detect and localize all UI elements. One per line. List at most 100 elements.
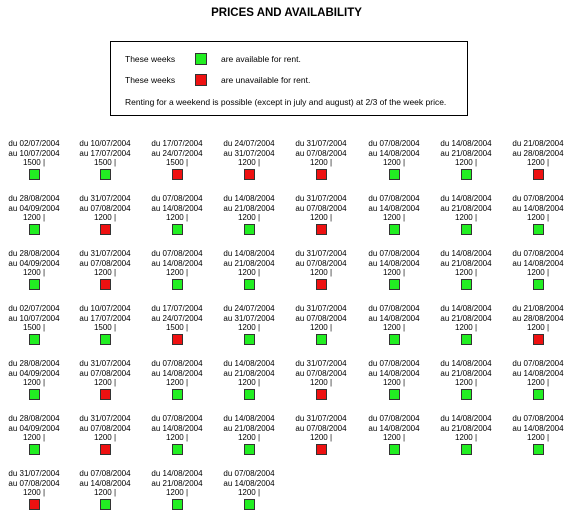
week-price: 1200 | bbox=[382, 433, 406, 442]
week-price: 1200 | bbox=[165, 488, 189, 497]
week-to: au 04/09/2004 bbox=[8, 368, 60, 378]
week-cell: du 31/07/2004 au 07/08/2004 1200 | bbox=[285, 359, 357, 409]
week-to: au 14/08/2004 bbox=[512, 368, 564, 378]
week-to: au 17/07/2004 bbox=[79, 148, 131, 158]
week-price: 1200 | bbox=[309, 158, 333, 167]
week-from: du 07/08/2004 bbox=[151, 414, 203, 423]
week-cell: du 14/08/2004 au 21/08/2004 1200 | bbox=[430, 414, 502, 464]
week-cell: du 31/07/2004 au 07/08/2004 1200 | bbox=[285, 249, 357, 299]
week-price: 1500 | bbox=[93, 323, 117, 332]
week-from: du 10/07/2004 bbox=[79, 304, 131, 313]
week-price: 1200 | bbox=[454, 323, 478, 332]
week-to: au 04/09/2004 bbox=[8, 423, 60, 433]
unavailable-swatch bbox=[243, 168, 255, 180]
legend-box: These weeks are available for rent. Thes… bbox=[110, 41, 468, 116]
week-to: au 14/08/2004 bbox=[151, 258, 203, 268]
legend-note: Renting for a weekend is possible (excep… bbox=[125, 97, 447, 107]
week-from: du 07/08/2004 bbox=[512, 359, 564, 368]
unavailable-swatch bbox=[28, 498, 40, 510]
week-cell: du 28/08/2004 au 04/09/2004 1200 | bbox=[0, 414, 70, 464]
week-cell: du 14/08/2004 au 21/08/2004 1200 | bbox=[430, 139, 502, 189]
week-to: au 07/08/2004 bbox=[79, 258, 131, 268]
week-from: du 07/08/2004 bbox=[368, 249, 420, 258]
week-cell: du 31/07/2004 au 07/08/2004 1200 | bbox=[285, 304, 357, 354]
week-from: du 17/07/2004 bbox=[151, 139, 203, 148]
week-from: du 31/07/2004 bbox=[295, 414, 347, 423]
week-from: du 02/07/2004 bbox=[8, 304, 60, 313]
available-swatch bbox=[388, 443, 400, 455]
available-swatch bbox=[532, 443, 544, 455]
week-cell: du 07/08/2004 au 14/08/2004 1200 | bbox=[358, 359, 430, 409]
legend-label-right: are unavailable for rent. bbox=[221, 75, 311, 85]
available-swatch bbox=[460, 168, 472, 180]
week-price: 1500 | bbox=[165, 158, 189, 167]
unavailable-swatch bbox=[315, 223, 327, 235]
week-from: du 07/08/2004 bbox=[151, 249, 203, 258]
available-swatch bbox=[460, 278, 472, 290]
week-cell: du 31/07/2004 au 07/08/2004 1200 | bbox=[285, 414, 357, 464]
page-title: PRICES AND AVAILABILITY bbox=[211, 7, 362, 19]
week-price: 1200 | bbox=[93, 433, 117, 442]
week-from: du 07/08/2004 bbox=[151, 194, 203, 203]
available-swatch bbox=[195, 53, 207, 65]
week-price: 1200 | bbox=[382, 323, 406, 332]
week-price: 1200 | bbox=[382, 268, 406, 277]
week-from: du 14/08/2004 bbox=[440, 249, 492, 258]
week-from: du 07/08/2004 bbox=[368, 194, 420, 203]
week-from: du 14/08/2004 bbox=[223, 249, 275, 258]
week-cell: du 14/08/2004 au 21/08/2004 1200 | bbox=[430, 304, 502, 354]
week-from: du 07/08/2004 bbox=[368, 359, 420, 368]
week-cell: du 14/08/2004 au 21/08/2004 1200 | bbox=[141, 469, 213, 519]
week-price: 1200 | bbox=[22, 488, 46, 497]
week-from: du 14/08/2004 bbox=[440, 414, 492, 423]
week-price: 1200 | bbox=[93, 268, 117, 277]
week-cell: du 07/08/2004 au 14/08/2004 1200 | bbox=[358, 139, 430, 189]
available-swatch bbox=[99, 333, 111, 345]
available-swatch bbox=[99, 168, 111, 180]
week-to: au 07/08/2004 bbox=[295, 258, 347, 268]
week-to: au 28/08/2004 bbox=[512, 148, 564, 158]
week-price: 1200 | bbox=[382, 213, 406, 222]
week-to: au 14/08/2004 bbox=[223, 478, 275, 488]
week-from: du 21/08/2004 bbox=[512, 139, 564, 148]
week-from: du 02/07/2004 bbox=[8, 139, 60, 148]
week-to: au 21/08/2004 bbox=[151, 478, 203, 488]
week-to: au 04/09/2004 bbox=[8, 258, 60, 268]
week-cell: du 14/08/2004 au 21/08/2004 1200 | bbox=[430, 249, 502, 299]
week-from: du 24/07/2004 bbox=[223, 304, 275, 313]
week-cell: du 07/08/2004 au 14/08/2004 1200 | bbox=[141, 359, 213, 409]
week-price: 1200 | bbox=[22, 268, 46, 277]
available-swatch bbox=[243, 388, 255, 400]
unavailable-swatch bbox=[99, 443, 111, 455]
week-to: au 21/08/2004 bbox=[223, 368, 275, 378]
week-from: du 28/08/2004 bbox=[8, 194, 60, 203]
available-swatch bbox=[460, 223, 472, 235]
legend-label-right: are available for rent. bbox=[221, 54, 301, 64]
available-swatch bbox=[460, 333, 472, 345]
week-from: du 28/08/2004 bbox=[8, 359, 60, 368]
week-price: 1200 | bbox=[526, 268, 550, 277]
available-swatch bbox=[532, 278, 544, 290]
available-swatch bbox=[388, 223, 400, 235]
available-swatch bbox=[315, 333, 327, 345]
week-cell: du 07/08/2004 au 14/08/2004 1200 | bbox=[213, 469, 285, 519]
week-cell: du 31/07/2004 au 07/08/2004 1200 | bbox=[69, 359, 141, 409]
week-from: du 07/08/2004 bbox=[151, 359, 203, 368]
week-price: 1200 | bbox=[165, 433, 189, 442]
available-swatch bbox=[171, 223, 183, 235]
available-swatch bbox=[388, 333, 400, 345]
unavailable-swatch bbox=[195, 74, 207, 86]
week-price: 1200 | bbox=[93, 378, 117, 387]
week-price: 1500 | bbox=[22, 158, 46, 167]
week-to: au 07/08/2004 bbox=[8, 478, 60, 488]
week-to: au 14/08/2004 bbox=[512, 423, 564, 433]
week-to: au 10/07/2004 bbox=[8, 313, 60, 323]
week-from: du 31/07/2004 bbox=[79, 414, 131, 423]
week-to: au 14/08/2004 bbox=[368, 203, 420, 213]
week-cell: du 17/07/2004 au 24/07/2004 1500 | bbox=[141, 304, 213, 354]
week-from: du 31/07/2004 bbox=[295, 304, 347, 313]
unavailable-swatch bbox=[171, 333, 183, 345]
week-cell: du 14/08/2004 au 21/08/2004 1200 | bbox=[430, 194, 502, 244]
week-to: au 21/08/2004 bbox=[223, 423, 275, 433]
